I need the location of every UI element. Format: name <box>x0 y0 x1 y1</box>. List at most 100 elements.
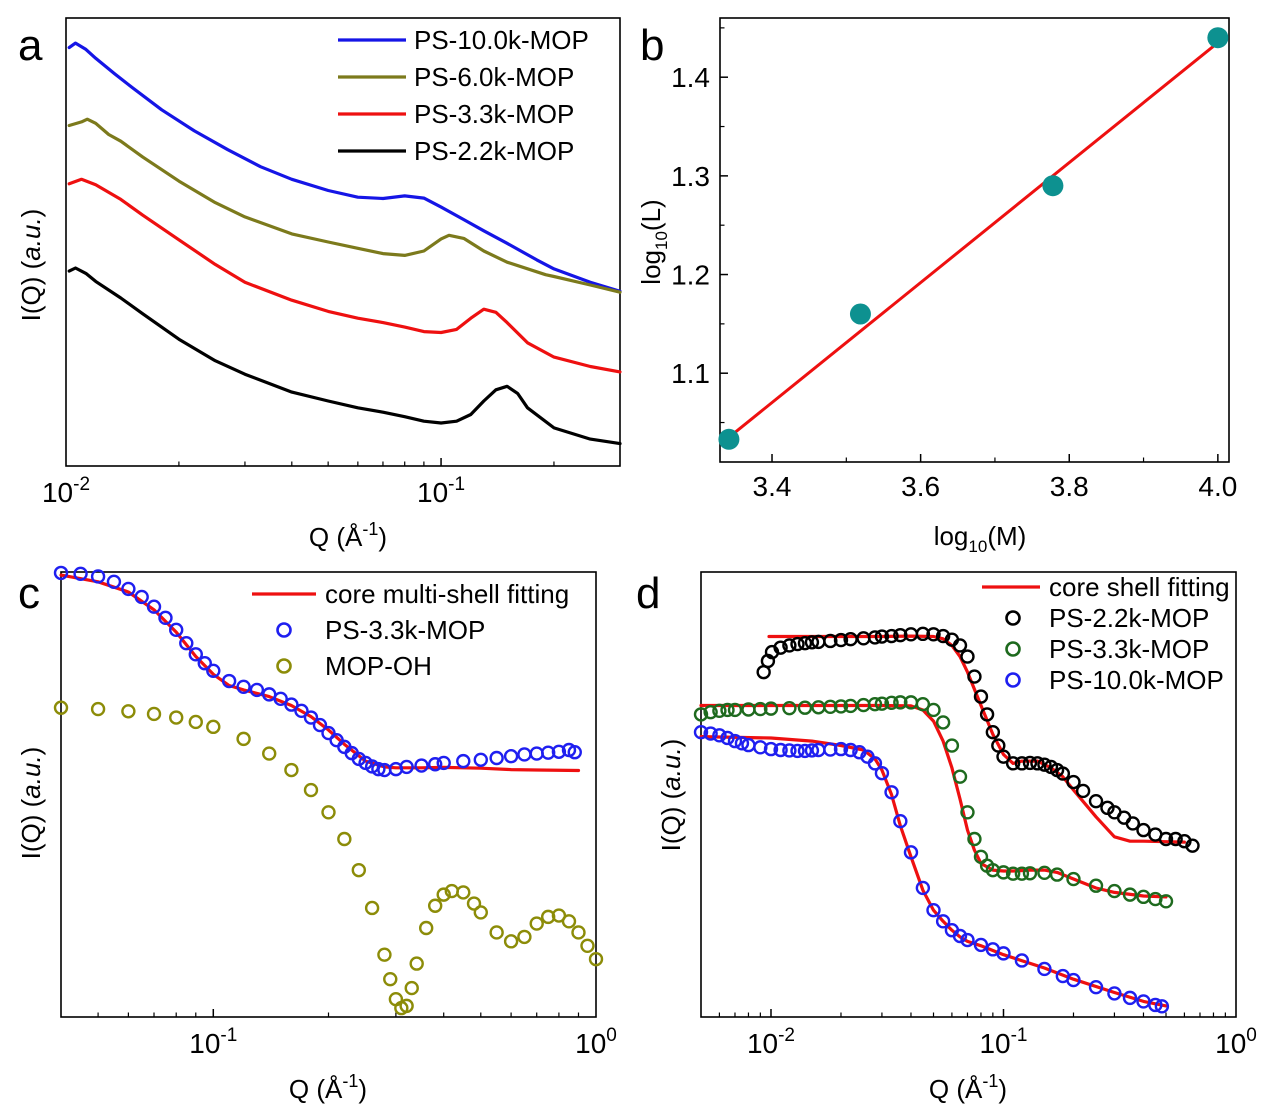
panel-d-series-ps-10-0k-mop-marker <box>935 914 951 929</box>
panel-d-series-ps-2-2k-mop-marker <box>960 649 975 664</box>
panel-d-series-ps-10-0k-mop-marker <box>1154 999 1170 1014</box>
panel-d-x-tick-label: 10-1 <box>979 1025 1027 1059</box>
panel-c-legend-label-ps-3-3k-mop: PS-3.3k-MOP <box>325 615 485 645</box>
panel-b-y-tick-label: 1.3 <box>671 161 710 192</box>
panel-d-series-ps-2-2k-mop-marker <box>967 669 982 684</box>
panel-c-series-ps-3-3k-mop-marker <box>106 574 122 589</box>
panel-c-series-mop-oh-marker <box>90 701 106 717</box>
panel-b: b 3.4 3.6 3.8 4.0 1.1 1.2 1.3 1.4 log10(M) log1… <box>636 17 1237 556</box>
panel-c-series-mop-oh-marker <box>188 714 203 730</box>
panel-b-x-tick-label: 3.6 <box>901 471 940 502</box>
panel-c-x-axis-label: Q (Å-1) <box>289 1071 367 1104</box>
panel-d-series-ps-2-2k-mop-marker <box>996 749 1011 764</box>
panel-d-series-ps-10-0k-mop-marker <box>952 928 968 944</box>
panel-c-series-ps-3-3k-mop-marker <box>303 710 319 725</box>
panel-d-series-ps-2-2k-mop-marker <box>884 628 899 644</box>
panel-c-series-ps-3-3k-mop-marker <box>249 682 265 698</box>
panel-d-series-ps-10-0k-mop-marker <box>833 741 849 757</box>
panel-d-series-ps-2-2k-mop-marker <box>773 640 788 655</box>
panel-c-series-ps-3-3k-mop-marker <box>169 622 184 638</box>
panel-a-legend-label-ps-3-3k-mop: PS-3.3k-MOP <box>414 99 574 129</box>
panel-b-x-tick-label: 4.0 <box>1198 471 1237 502</box>
panel-d-series-ps-10-0k-mop-marker <box>867 756 883 771</box>
panel-c-series-ps-3-3k-mop-marker <box>312 717 328 733</box>
panel-d-series-ps-10-0k-mop-marker <box>1037 961 1052 977</box>
panel-d-series-ps-10-0k-mop-marker <box>903 845 919 860</box>
panel-d-series-ps-3-3k-mop-marker <box>703 704 718 720</box>
panel-d-series-ps-10-0k-mop-marker <box>797 743 813 759</box>
panel-d-series-ps-2-2k-mop-marker <box>893 627 908 643</box>
panel-d-series-ps-3-3k-mop-marker <box>915 696 931 712</box>
panel-d-series-ps-3-3k-mop-marker <box>782 700 797 716</box>
panel-c-x-tick-label: 10-1 <box>189 1025 237 1059</box>
panel-c-series-mop-oh-marker <box>53 700 69 715</box>
panel-a-x-axis-label: Q (Å-1) <box>309 519 387 552</box>
panel-c-series-ps-3-3k-mop-marker <box>188 647 203 662</box>
panel-c-series-mop-oh-marker <box>409 956 424 971</box>
panel-a-legend-label-ps-2-2k-mop: PS-2.2k-MOP <box>414 136 574 166</box>
panel-a-legend: PS-10.0k-MOP PS-6.0k-MOP PS-3.3k-MOP PS-2.2… <box>338 25 589 166</box>
panel-d-letter: d <box>636 569 660 618</box>
panel-d-frame <box>700 571 1237 1018</box>
panel-d-series-ps-10-0k-mop-marker <box>1066 972 1081 988</box>
panel-c-series-ps-3-3k-mop-marker <box>414 758 429 773</box>
panel-b-x-tick-label: 3.4 <box>753 471 792 502</box>
panel-b-x-axis-label: log10(M) <box>934 521 1027 556</box>
panel-a-series-ps-3-3k-mop-line <box>67 177 622 374</box>
panel-d-series-ps-3-3k-mop-marker <box>960 805 975 820</box>
panel-d-series-ps-3-3k-mop-marker <box>935 715 951 730</box>
panel-d-series-ps-2-2k-mop-marker <box>867 630 883 645</box>
panel-c-series-ps-3-3k-mop-marker <box>90 569 106 584</box>
panel-c-legend-marker-mop-oh <box>276 658 292 674</box>
panel-c-series-mop-oh-marker <box>236 731 251 747</box>
panel-c-x-tick-label: 100 <box>575 1025 617 1059</box>
panel-c-series-mop-oh-marker <box>399 998 414 1014</box>
panel-c-series-mop-oh-marker <box>404 980 419 996</box>
panel-c-series-ps-3-3k-mop-marker <box>284 697 299 712</box>
panel-c-series-mop-oh-marker <box>588 951 604 967</box>
panel-d-series-ps-3-3k-mop-marker <box>967 831 982 847</box>
panel-c-y-axis-label: I(Q) (a.u.) <box>16 747 46 860</box>
panel-d-series-ps-10-0k-mop-marker <box>712 728 727 743</box>
panel-c-series-ps-3-3k-mop-marker <box>567 745 582 760</box>
panel-a-frame <box>65 17 621 467</box>
panel-c-series-mop-oh-marker <box>377 947 392 962</box>
panel-c-series-ps-3-3k-mop-marker <box>121 581 136 597</box>
panel-b-fit-line <box>727 41 1219 439</box>
panel-d-series-ps-2-2k-mop-marker <box>1066 774 1081 790</box>
panel-d-series-ps-10-0k-mop-marker <box>884 785 899 800</box>
panel-d-series-ps-2-2k-mop-marker <box>804 635 820 650</box>
panel-c-series-ps-3-3k-mop-marker <box>371 761 386 777</box>
panel-d-series-ps-2-2k-mop-marker <box>874 629 890 644</box>
panel-d-series-ps-3-3k-mop-marker <box>952 769 968 784</box>
panel-b-data-point <box>718 428 740 450</box>
panel-d-series-ps-10-0k-mop-marker <box>874 765 890 781</box>
panel-b-x-tick-label: 3.8 <box>1050 471 1089 502</box>
panel-b-y-axis-label: log10(L) <box>636 199 671 284</box>
panel-c-series-mop-oh-marker <box>427 898 443 913</box>
panel-b-data-point <box>849 303 871 325</box>
panel-d-series-ps-3-3k-mop-marker <box>893 695 908 710</box>
panel-c-series-ps-3-3k-mop-marker <box>294 703 309 719</box>
panel-d-legend: core shell fittingPS-2.2k-MOPPS-3.3k-MOP… <box>982 572 1230 695</box>
panel-d-series-ps-3-3k-mop-marker <box>1107 883 1122 899</box>
panel-c: c 10-1 100 core multi-shell fitting PS-3.3… <box>16 565 617 1104</box>
panel-d-series-ps-10-0k-mop-marker <box>1014 953 1030 968</box>
panel-c-series-mop-oh-marker <box>517 929 532 945</box>
panel-c-series-ps-3-3k-mop-marker <box>221 673 237 689</box>
panel-a-series-ps-6-0k-mop-line <box>67 117 622 294</box>
panel-c-series-core-multi-shell-fitting-line <box>59 573 581 773</box>
panel-d-series-ps-10-0k-mop-marker <box>790 743 805 759</box>
panel-d-series-ps-2-2k-mop-marker <box>979 707 995 722</box>
panel-c-series-mop-oh-marker <box>473 905 488 920</box>
panel-d-series-ps-2-2k-mop-marker <box>985 725 1001 740</box>
panel-b-y-tick-label: 1.2 <box>671 260 710 291</box>
panel-d-legend-marker-ps-2-2k-mop <box>1005 610 1021 626</box>
panel-a-series-ps-2-2k-mop-line <box>67 266 622 446</box>
panel-d-series-ps-2-2k-mop-marker <box>1037 757 1052 772</box>
panel-d-series-core-shell-fitting-line <box>699 734 1168 1008</box>
panel-c-series-ps-3-3k-mop-marker <box>551 744 567 759</box>
panel-d-series-ps-10-0k-mop-marker <box>693 725 709 740</box>
panel-d-series-ps-3-3k-mop-marker <box>753 701 768 717</box>
